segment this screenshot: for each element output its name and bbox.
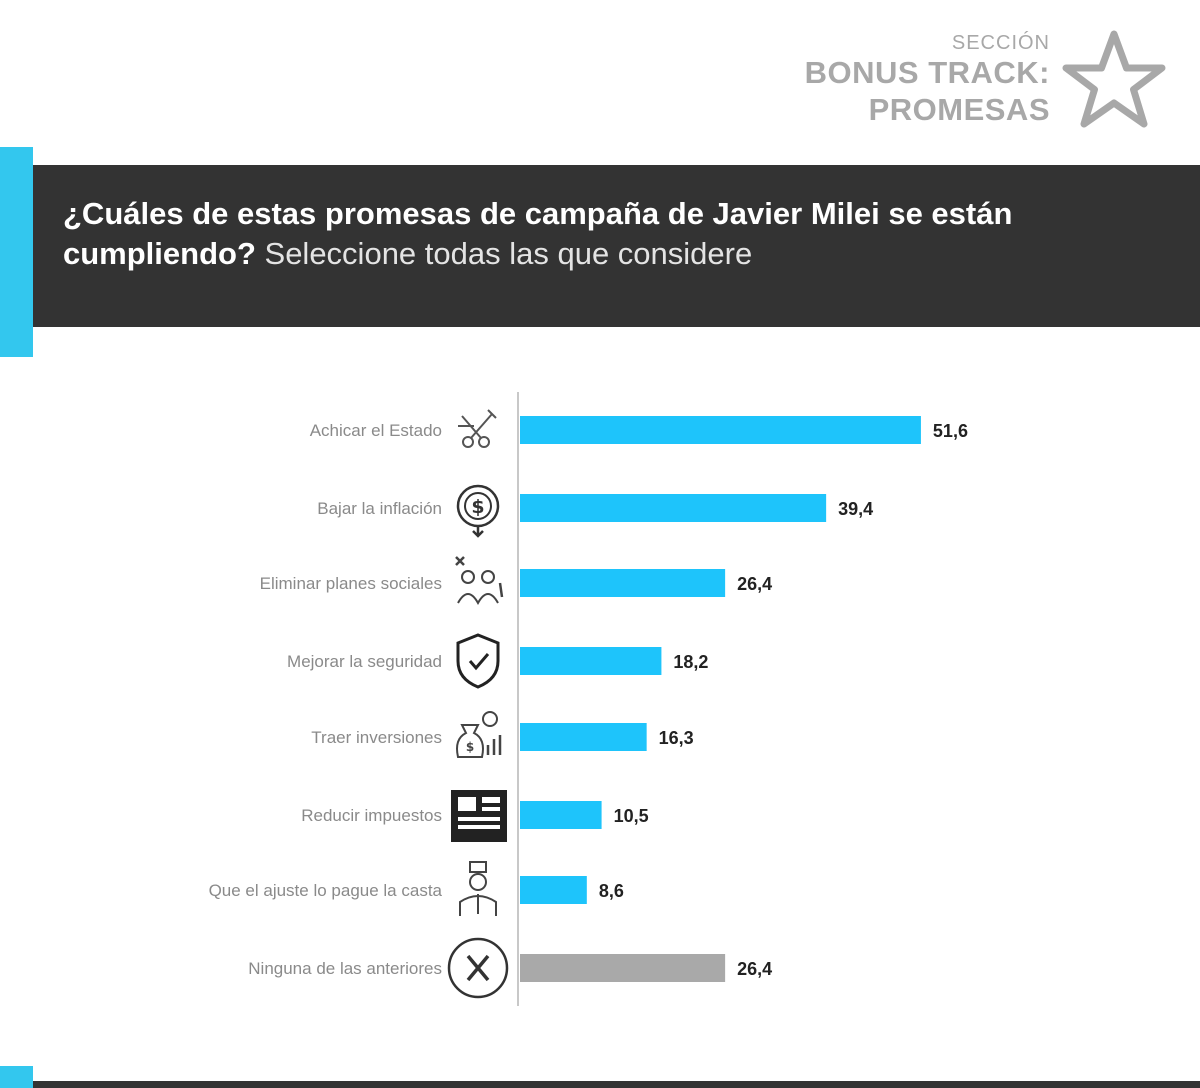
- category-label: Mejorar la seguridad: [287, 652, 442, 671]
- question-header: ¿Cuáles de estas promesas de campaña de …: [33, 165, 1200, 327]
- none-x-circle-icon: [447, 937, 509, 999]
- category-label: Achicar el Estado: [310, 421, 442, 440]
- caste-politician-icon: [459, 861, 497, 916]
- category-label: Que el ajuste lo pague la casta: [209, 881, 443, 900]
- category-label: Bajar la inflación: [317, 499, 442, 518]
- scissors-cutting-icon: [458, 409, 497, 448]
- question-light: Seleccione todas las que considere: [264, 236, 753, 271]
- bar: [520, 494, 827, 522]
- section-title-line1: BONUS TRACK:: [804, 55, 1050, 90]
- bar: [520, 801, 602, 829]
- value-label: 8,6: [599, 881, 624, 901]
- security-shield-check-icon: [456, 633, 500, 689]
- category-label: Ninguna de las anteriores: [248, 959, 442, 978]
- bar-chart: Achicar el Estado 51,6 Bajar la inflación $…: [209, 392, 968, 1006]
- category-label: Traer inversiones: [311, 728, 442, 747]
- bar: [520, 416, 921, 444]
- accent-bar-bottom: [0, 1066, 33, 1088]
- value-label: 26,4: [737, 959, 772, 979]
- value-label: 26,4: [737, 574, 772, 594]
- section-tag: SECCIÓN BONUS TRACK: PROMESAS: [805, 32, 1050, 128]
- section-title-line2: PROMESAS: [868, 92, 1050, 127]
- bar: [520, 723, 647, 751]
- accent-bar-top: [0, 147, 33, 357]
- category-label: Reducir impuestos: [301, 806, 442, 825]
- bottom-rule: [33, 1081, 1200, 1088]
- svg-text:$: $: [471, 496, 484, 518]
- inflation-coin-icon: $: [456, 484, 500, 538]
- svg-text:$: $: [466, 740, 474, 754]
- value-label: 39,4: [838, 499, 873, 519]
- question-text: ¿Cuáles de estas promesas de campaña de …: [63, 194, 1160, 274]
- value-label: 16,3: [659, 728, 694, 748]
- category-label: Eliminar planes sociales: [260, 574, 442, 593]
- value-label: 10,5: [614, 806, 649, 826]
- value-label: 18,2: [673, 652, 708, 672]
- value-label: 51,6: [933, 421, 968, 441]
- investment-moneybag-icon: $: [456, 711, 502, 758]
- question-bold: ¿Cuáles de estas promesas de campaña de …: [63, 196, 1013, 271]
- bar: [520, 647, 662, 675]
- star-outline-icon: [1062, 30, 1166, 128]
- tax-document-icon: [451, 790, 507, 842]
- section-kicker: SECCIÓN: [951, 32, 1050, 54]
- bar: [520, 876, 587, 904]
- bar: [520, 569, 726, 597]
- social-plans-people-icon: [455, 556, 504, 606]
- bar: [520, 954, 726, 982]
